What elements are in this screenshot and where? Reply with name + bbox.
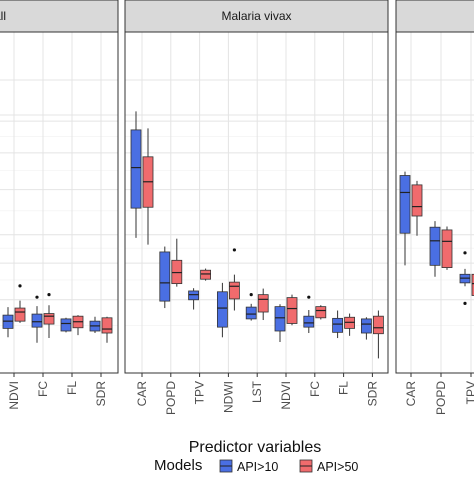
x-tick-label: FC — [36, 381, 50, 397]
x-axis-title: Predictor variables — [189, 439, 322, 456]
x-tick-label: LST — [250, 380, 264, 403]
box-APIgt50-sdr — [372, 315, 384, 335]
box-APIgt10-car — [399, 175, 411, 234]
x-tick-label: FL — [65, 381, 79, 395]
x-tick-label: SDR — [365, 381, 379, 407]
x-tick-label: FL — [337, 381, 351, 395]
box-APIgt50-tpv — [471, 273, 474, 296]
outlier-point — [463, 251, 467, 255]
facet-panel-1: all NDVI FC FL SDR — [0, 0, 119, 410]
box-APIgt50-popd — [171, 259, 183, 285]
legend: Models API>10 API>50 — [154, 457, 358, 474]
box-APIgt50-lst — [257, 294, 269, 313]
x-tick-label: POPD — [164, 381, 178, 415]
strip-label: Malaria vivax — [221, 9, 291, 23]
facet-panel-2: Malaria vivax CAR POPD TPV NDWI LST NDVI FC FL SD… — [124, 0, 389, 415]
outlier-point — [18, 284, 22, 288]
box-APIgt10-fl — [332, 317, 344, 333]
x-tick-label: NDWI — [221, 381, 235, 413]
box-APIgt10-car — [130, 129, 142, 209]
x-tick-label: SDR — [94, 381, 108, 407]
outlier-point — [249, 293, 253, 297]
outlier-point — [232, 248, 236, 252]
strip-label: all — [0, 9, 6, 23]
facet-panel-3: CAR POPD TPV — [395, 0, 474, 415]
box-APIgt10-ndwi — [216, 291, 228, 328]
box-APIgt50-popd — [441, 229, 453, 268]
box-APIgt10-fc — [303, 315, 315, 328]
box-APIgt10-lst — [245, 306, 257, 320]
x-tick-label: POPD — [434, 381, 448, 415]
box-APIgt50-car — [411, 184, 423, 217]
outlier-point — [35, 295, 39, 299]
box-APIgt10-fl — [60, 318, 72, 332]
x-tick-label: FC — [308, 381, 322, 397]
strip-background — [124, 0, 389, 33]
strip-background — [0, 0, 119, 33]
x-tick-label: CAR — [135, 381, 149, 407]
box-APIgt10-tpv — [188, 290, 200, 301]
strip-background — [395, 0, 474, 33]
box-APIgt10-popd — [429, 226, 441, 266]
box-APIgt10-ndvi — [274, 306, 286, 332]
x-tick-label: TPV — [464, 381, 474, 404]
box-APIgt50-sdr — [101, 317, 113, 334]
outlier-point — [463, 301, 467, 305]
legend-title: Models — [154, 457, 202, 474]
box-APIgt10-sdr — [360, 318, 372, 334]
box-APIgt50-tpv — [200, 269, 212, 280]
box-APIgt50-ndwi — [228, 281, 240, 300]
legend-entry-label: API>50 — [317, 460, 358, 474]
x-tick-label: NDVI — [279, 381, 293, 410]
outlier-point — [47, 293, 51, 297]
x-tick-label: TPV — [193, 381, 207, 404]
box-APIgt10-popd — [159, 251, 171, 302]
box-APIgt10-fc — [31, 313, 43, 328]
legend-entry-label: API>10 — [237, 460, 278, 474]
box-APIgt50-ndvi — [286, 297, 298, 324]
box-APIgt50-fc — [315, 306, 327, 319]
x-tick-label: CAR — [404, 381, 418, 407]
box-APIgt50-ndvi — [14, 307, 26, 322]
x-tick-label: NDVI — [7, 381, 21, 410]
outlier-point — [307, 295, 311, 299]
box-APIgt50-fc — [43, 313, 55, 325]
